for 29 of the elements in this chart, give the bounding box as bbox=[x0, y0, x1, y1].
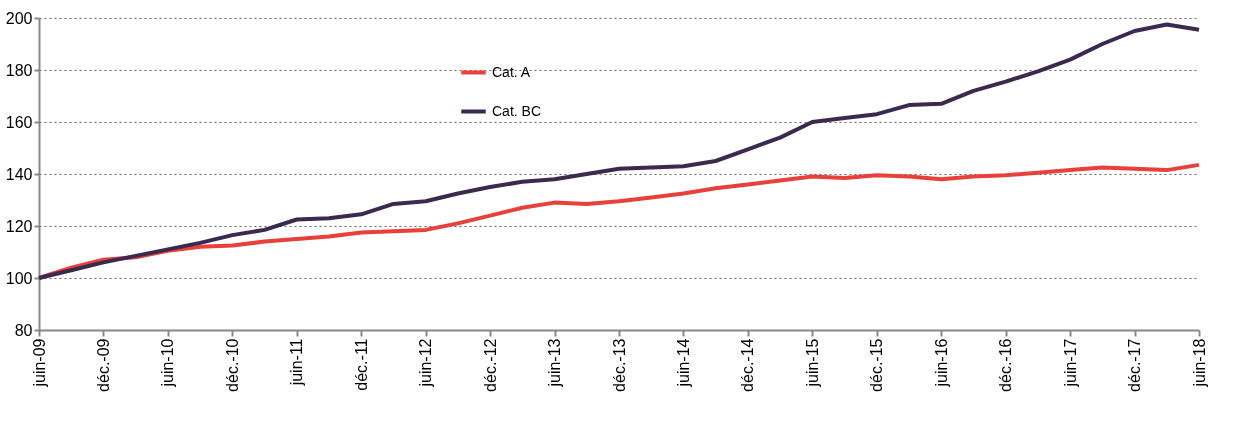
x-tick-label: juin-16 bbox=[932, 338, 950, 388]
y-tick-label: 200 bbox=[5, 9, 33, 27]
x-tick-label: déc.-10 bbox=[223, 338, 241, 392]
legend-label: Cat. A bbox=[492, 63, 531, 80]
x-tick-label: déc.-12 bbox=[481, 338, 499, 392]
x-tick-label: juin-18 bbox=[1190, 338, 1208, 388]
y-tick-label: 160 bbox=[5, 113, 33, 131]
legend-label: Cat. BC bbox=[492, 102, 542, 119]
line-series bbox=[37, 22, 1201, 280]
y-tick-label: 120 bbox=[5, 217, 33, 235]
x-tick-label: déc.-14 bbox=[739, 338, 757, 392]
x-tick-label: déc.-09 bbox=[94, 338, 112, 392]
x-tick-label: déc.-15 bbox=[868, 338, 886, 392]
x-tick-label: juin-17 bbox=[1061, 338, 1079, 388]
x-tick-label: juin-14 bbox=[674, 338, 692, 388]
x-tick-label: juin-12 bbox=[417, 338, 435, 388]
x-tick-label: juin-15 bbox=[803, 338, 821, 388]
x-tick-label: déc.-13 bbox=[610, 338, 628, 392]
x-tick-label: déc.-11 bbox=[352, 338, 370, 391]
x-tick-label: juin-11 bbox=[288, 338, 306, 387]
y-tick-label: 100 bbox=[5, 269, 33, 287]
y-tick-label: 180 bbox=[5, 61, 33, 79]
x-tick-label: déc.-16 bbox=[997, 338, 1015, 392]
x-tick-label: juin-10 bbox=[159, 338, 177, 388]
y-tick-label: 80 bbox=[14, 321, 33, 339]
x-tick-label: juin-09 bbox=[30, 338, 48, 388]
x-tick-label: déc.-17 bbox=[1126, 338, 1144, 392]
x-tick-label: juin-13 bbox=[546, 338, 564, 388]
y-tick-label: 140 bbox=[5, 165, 33, 183]
